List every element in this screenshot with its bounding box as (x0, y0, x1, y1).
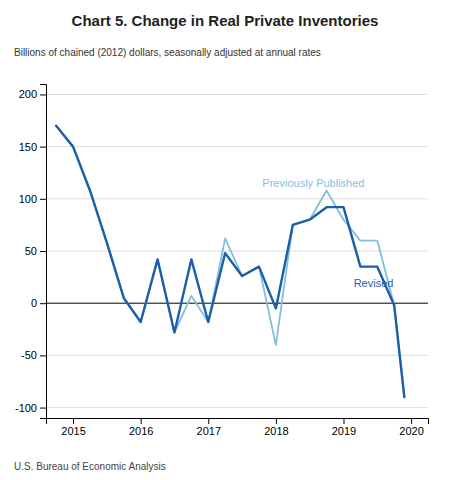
y-tick: 200 (19, 88, 46, 100)
x-tick-label: 2015 (61, 425, 85, 437)
x-tick: 2017 (197, 418, 221, 437)
y-tick-label: 200 (19, 88, 37, 100)
x-tick-label: 2020 (399, 425, 423, 437)
grid-line (46, 355, 428, 356)
chart: Chart 5. Change in Real Private Inventor… (0, 0, 450, 480)
y-tick: -100 (15, 402, 46, 414)
y-tick: 0 (31, 297, 46, 309)
grid-line (46, 94, 428, 95)
annotation: Previously Published (262, 177, 364, 189)
y-axis: -100 -50 0 50 100 150 200 (15, 85, 47, 419)
y-tick-label: 0 (31, 297, 37, 309)
x-tick-label: 2017 (197, 425, 221, 437)
grid (46, 94, 428, 407)
x-tick: 2016 (129, 418, 153, 437)
y-tick-label: 100 (19, 193, 37, 205)
x-tick-mark (208, 418, 209, 424)
x-tick: 2018 (264, 418, 288, 437)
y-tick-mark (40, 408, 46, 409)
x-tick-mark (141, 418, 142, 424)
subtitle: Billions of chained (2012) dollars, seas… (14, 47, 321, 58)
y-tick: 150 (19, 141, 46, 153)
y-tick-mark (40, 94, 46, 95)
y-tick-mark (40, 147, 46, 148)
title: Chart 5. Change in Real Private Inventor… (72, 12, 379, 29)
plot: 2015 2016 2017 2018 2019 2020 -100 -50 0 50 100 150… (15, 85, 429, 437)
y-tick: 50 (25, 245, 46, 257)
y-tick-label: 50 (25, 245, 37, 257)
lines (56, 126, 404, 397)
x-tick-mark (411, 418, 412, 424)
y-tick-mark (40, 303, 46, 304)
y-tick-mark (40, 251, 46, 252)
grid-line (46, 198, 428, 199)
x-tick-mark (343, 418, 344, 424)
y-tick-label: 150 (19, 141, 37, 153)
y-tick: 100 (19, 193, 46, 205)
grid-line (46, 407, 428, 408)
x-tick-mark (276, 418, 277, 424)
y-tick-mark (40, 199, 46, 200)
x-axis: 2015 2016 2017 2018 2019 2020 (47, 418, 429, 437)
x-axis-line (47, 419, 429, 425)
x-tick-label: 2018 (264, 425, 288, 437)
x-tick: 2020 (399, 418, 423, 437)
x-tick-label: 2016 (129, 425, 153, 437)
annotations: Previously Published Revised (262, 177, 393, 288)
y-tick-mark (40, 355, 46, 356)
grid-line (46, 146, 428, 147)
grid-line (46, 303, 428, 304)
y-axis-line (40, 85, 47, 419)
x-tick-label: 2019 (332, 425, 356, 437)
y-tick-label: -100 (15, 402, 37, 414)
series-line (56, 126, 404, 397)
series-line (56, 126, 404, 397)
y-tick: -50 (21, 349, 46, 361)
grid-line (46, 251, 428, 252)
x-tick-mark (73, 418, 74, 424)
footer: U.S. Bureau of Economic Analysis (14, 461, 166, 472)
annotation: Revised (354, 277, 394, 289)
x-tick: 2019 (332, 418, 356, 437)
y-tick-label: -50 (21, 349, 37, 361)
x-tick: 2015 (61, 418, 85, 437)
